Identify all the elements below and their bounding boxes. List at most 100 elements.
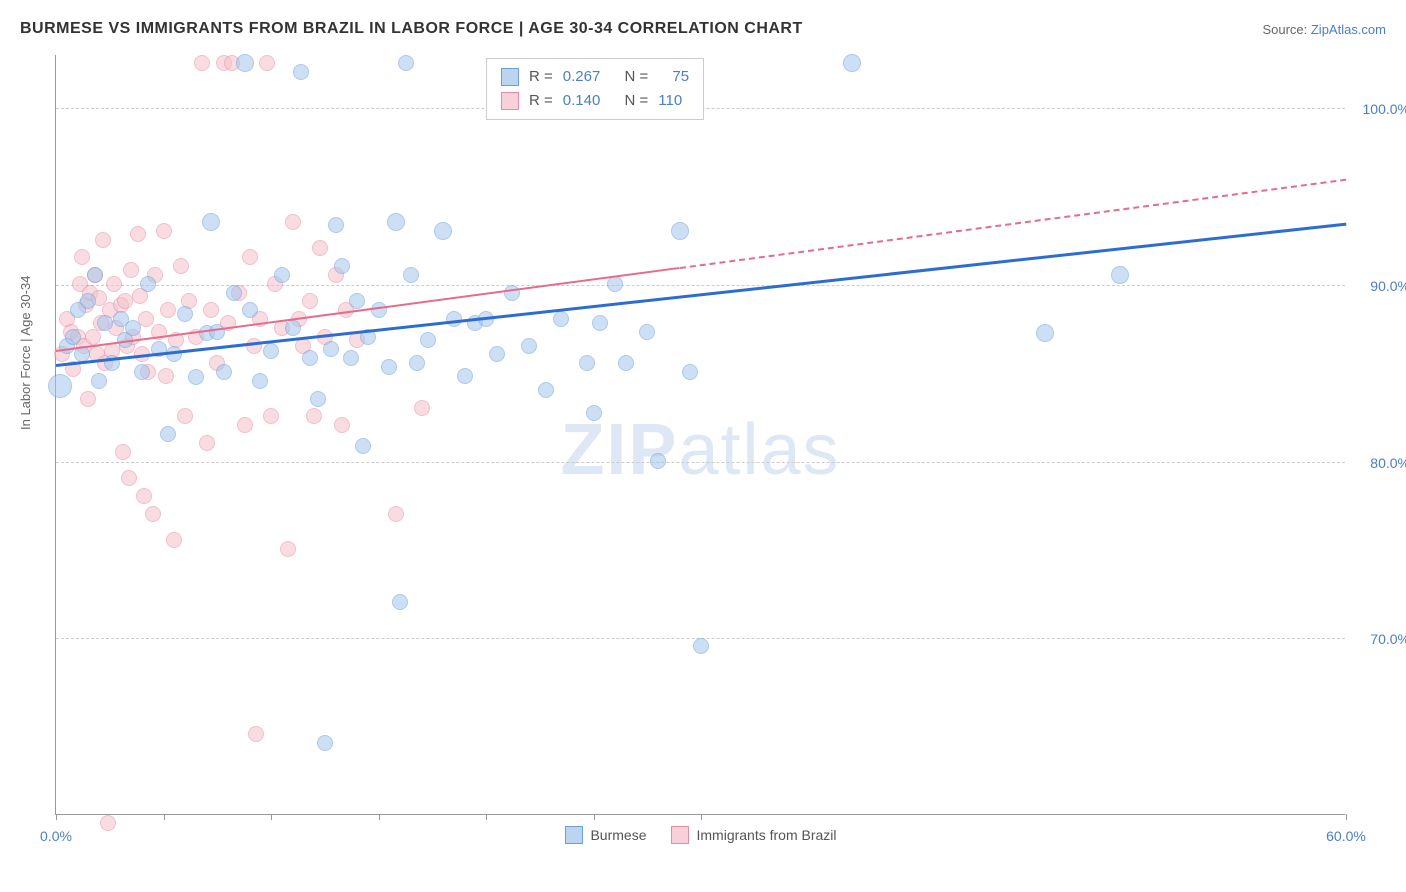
scatter-point-burmese bbox=[97, 315, 113, 331]
stats-n-label: N = bbox=[624, 65, 648, 89]
y-tick-label: 70.0% bbox=[1370, 631, 1406, 647]
scatter-point-brazil bbox=[130, 226, 146, 242]
legend-swatch-brazil bbox=[671, 826, 689, 844]
scatter-point-brazil bbox=[80, 391, 96, 407]
scatter-point-burmese bbox=[489, 346, 505, 362]
scatter-point-burmese bbox=[226, 285, 242, 301]
scatter-point-burmese bbox=[317, 735, 333, 751]
stats-n-burmese: 75 bbox=[672, 65, 689, 89]
scatter-point-brazil bbox=[85, 329, 101, 345]
scatter-point-burmese bbox=[242, 302, 258, 318]
chart-title: BURMESE VS IMMIGRANTS FROM BRAZIL IN LAB… bbox=[20, 20, 803, 38]
scatter-point-brazil bbox=[237, 417, 253, 433]
scatter-point-burmese bbox=[302, 350, 318, 366]
scatter-point-brazil bbox=[123, 262, 139, 278]
stats-legend-box: R = 0.267 N = 75 R = 0.140 N = 110 bbox=[486, 58, 704, 120]
scatter-point-burmese bbox=[48, 374, 72, 398]
scatter-point-brazil bbox=[334, 417, 350, 433]
chart-header: BURMESE VS IMMIGRANTS FROM BRAZIL IN LAB… bbox=[20, 20, 1386, 38]
scatter-point-burmese bbox=[285, 320, 301, 336]
scatter-point-brazil bbox=[74, 249, 90, 265]
source-attribution: Source: ZipAtlas.com bbox=[1262, 22, 1386, 37]
scatter-point-burmese bbox=[403, 267, 419, 283]
scatter-point-brazil bbox=[199, 435, 215, 451]
x-tick bbox=[594, 814, 595, 820]
x-tick bbox=[56, 814, 57, 820]
scatter-point-burmese bbox=[1036, 324, 1054, 342]
scatter-point-burmese bbox=[618, 355, 634, 371]
scatter-point-burmese bbox=[650, 453, 666, 469]
scatter-point-burmese bbox=[457, 368, 473, 384]
scatter-point-brazil bbox=[173, 258, 189, 274]
scatter-point-burmese bbox=[693, 638, 709, 654]
scatter-point-burmese bbox=[216, 364, 232, 380]
scatter-point-burmese bbox=[420, 332, 436, 348]
gridline: 90.0% bbox=[56, 285, 1345, 286]
scatter-point-brazil bbox=[312, 240, 328, 256]
scatter-point-burmese bbox=[586, 405, 602, 421]
scatter-point-brazil bbox=[117, 293, 133, 309]
trendline-burmese bbox=[56, 223, 1346, 367]
scatter-point-burmese bbox=[91, 373, 107, 389]
scatter-point-brazil bbox=[121, 470, 137, 486]
stats-r-label: R = bbox=[529, 65, 553, 89]
scatter-point-brazil bbox=[158, 368, 174, 384]
scatter-point-burmese bbox=[87, 267, 103, 283]
stats-row-brazil: R = 0.140 N = 110 bbox=[501, 89, 689, 113]
stats-n-label: N = bbox=[624, 89, 648, 113]
source-prefix: Source: bbox=[1262, 22, 1310, 37]
x-tick bbox=[379, 814, 380, 820]
stats-r-label: R = bbox=[529, 89, 553, 113]
scatter-point-brazil bbox=[242, 249, 258, 265]
stats-n-brazil: 110 bbox=[658, 89, 682, 113]
scatter-point-brazil bbox=[145, 506, 161, 522]
stats-row-burmese: R = 0.267 N = 75 bbox=[501, 65, 689, 89]
x-tick-label: 0.0% bbox=[40, 828, 72, 844]
scatter-point-burmese bbox=[409, 355, 425, 371]
scatter-point-burmese bbox=[639, 324, 655, 340]
scatter-point-brazil bbox=[259, 55, 275, 71]
scatter-point-burmese bbox=[538, 382, 554, 398]
scatter-point-burmese bbox=[252, 373, 268, 389]
scatter-point-burmese bbox=[392, 594, 408, 610]
scatter-point-brazil bbox=[388, 506, 404, 522]
scatter-point-brazil bbox=[95, 232, 111, 248]
legend-swatch-burmese bbox=[564, 826, 582, 844]
scatter-point-brazil bbox=[106, 276, 122, 292]
stats-swatch-brazil bbox=[501, 92, 519, 110]
x-tick bbox=[486, 814, 487, 820]
scatter-point-burmese bbox=[355, 438, 371, 454]
scatter-point-burmese bbox=[274, 267, 290, 283]
scatter-point-burmese bbox=[843, 54, 861, 72]
scatter-point-burmese bbox=[323, 341, 339, 357]
scatter-point-brazil bbox=[302, 293, 318, 309]
scatter-point-burmese bbox=[125, 320, 141, 336]
legend-label-brazil: Immigrants from Brazil bbox=[697, 827, 837, 843]
x-tick bbox=[1346, 814, 1347, 820]
scatter-point-brazil bbox=[263, 408, 279, 424]
x-tick bbox=[271, 814, 272, 820]
legend-item-brazil: Immigrants from Brazil bbox=[671, 826, 837, 844]
scatter-point-burmese bbox=[521, 338, 537, 354]
scatter-point-burmese bbox=[177, 306, 193, 322]
source-link[interactable]: ZipAtlas.com bbox=[1311, 22, 1386, 37]
chart-plot-area: ZIPatlas 70.0%80.0%90.0%100.0% 0.0%60.0%… bbox=[55, 55, 1345, 815]
scatter-point-brazil bbox=[166, 532, 182, 548]
scatter-point-burmese bbox=[387, 213, 405, 231]
x-tick-label: 60.0% bbox=[1326, 828, 1366, 844]
stats-r-brazil: 0.140 bbox=[563, 89, 601, 113]
scatter-point-brazil bbox=[177, 408, 193, 424]
scatter-point-brazil bbox=[414, 400, 430, 416]
scatter-point-burmese bbox=[671, 222, 689, 240]
scatter-point-burmese bbox=[371, 302, 387, 318]
scatter-point-brazil bbox=[203, 302, 219, 318]
scatter-point-brazil bbox=[115, 444, 131, 460]
y-tick-label: 90.0% bbox=[1370, 278, 1406, 294]
watermark-bold: ZIP bbox=[560, 410, 678, 490]
scatter-point-burmese bbox=[334, 258, 350, 274]
watermark: ZIPatlas bbox=[560, 409, 840, 491]
scatter-point-brazil bbox=[156, 223, 172, 239]
scatter-point-burmese bbox=[310, 391, 326, 407]
scatter-point-burmese bbox=[682, 364, 698, 380]
scatter-point-brazil bbox=[306, 408, 322, 424]
